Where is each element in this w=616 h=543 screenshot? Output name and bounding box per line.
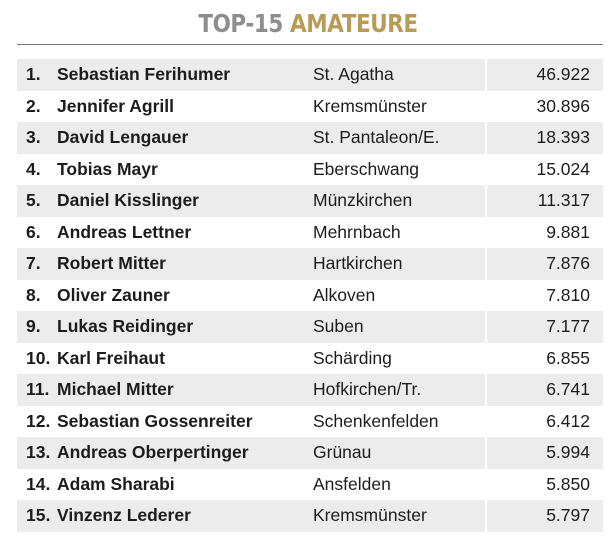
table-row: 6. Andreas Lettner Mehrnbach 9.881: [17, 216, 603, 248]
place-cell: St. Pantaleon/E.: [313, 127, 440, 147]
place-cell: Hartkirchen: [313, 253, 403, 273]
table-row: 12. Sebastian Gossenreiter Schenkenfelden 6…: [17, 405, 603, 437]
table-row: 8. Oliver Zauner Alkoven 7.810: [17, 279, 603, 311]
title-highlight: AMATEURE: [290, 9, 418, 38]
column-divider: [485, 216, 487, 248]
place-cell: St. Agatha: [313, 64, 394, 84]
name-cell: Andreas Oberpertinger: [57, 442, 249, 462]
place-cell: Grünau: [313, 442, 372, 462]
points-cell: 5.850: [546, 473, 590, 494]
rank-cell: 5.: [26, 190, 41, 210]
name-cell: Sebastian Ferihumer: [57, 64, 231, 84]
rank-cell: 14.: [26, 473, 51, 494]
place-cell: Mehrnbach: [313, 221, 401, 242]
points-cell: 7.177: [546, 316, 590, 336]
place-cell: Schärding: [313, 347, 392, 368]
place-cell: Suben: [313, 316, 364, 336]
table-row: 10. Karl Freihaut Schärding 6.855: [17, 342, 603, 374]
table-row: 1. Sebastian Ferihumer St. Agatha 46.922: [17, 59, 603, 91]
name-cell: Tobias Mayr: [57, 158, 158, 179]
rank-cell: 6.: [26, 221, 41, 242]
column-divider: [485, 437, 487, 469]
page-title: TOP-15 AMATEURE: [43, 8, 573, 40]
name-cell: Daniel Kisslinger: [57, 190, 199, 210]
place-cell: Schenkenfelden: [313, 410, 439, 431]
rank-cell: 3.: [26, 127, 41, 147]
name-cell: Andreas Lettner: [57, 221, 192, 242]
name-cell: Karl Freihaut: [57, 347, 165, 368]
column-divider: [485, 311, 487, 343]
column-divider: [485, 374, 487, 406]
column-divider: [485, 342, 487, 374]
name-cell: Adam Sharabi: [57, 473, 175, 494]
column-divider: [485, 500, 487, 532]
place-cell: Alkoven: [313, 284, 376, 305]
table-row: 3. David Lengauer St. Pantaleon/E. 18.393: [17, 122, 603, 154]
place-cell: Kremsmünster: [313, 505, 427, 525]
table-row: 14. Adam Sharabi Ansfelden 5.850: [17, 468, 603, 500]
points-cell: 5.994: [546, 442, 590, 462]
ranking-table: 1. Sebastian Ferihumer St. Agatha 46.922 2. J…: [17, 59, 603, 532]
rank-cell: 2.: [26, 95, 41, 116]
table-row: 15. Vinzenz Lederer Kremsmünster 5.797: [17, 500, 603, 532]
column-divider: [485, 468, 487, 500]
column-divider: [485, 122, 487, 154]
points-cell: 9.881: [546, 221, 590, 242]
name-cell: Sebastian Gossenreiter: [57, 410, 253, 431]
table-row: 13. Andreas Oberpertinger Grünau 5.994: [17, 437, 603, 469]
points-cell: 46.922: [536, 64, 590, 84]
name-cell: Vinzenz Lederer: [57, 505, 191, 525]
name-cell: Oliver Zauner: [57, 284, 170, 305]
rank-cell: 4.: [26, 158, 41, 179]
title-divider: [17, 44, 603, 45]
table-row: 7. Robert Mitter Hartkirchen 7.876: [17, 248, 603, 280]
rank-cell: 1.: [26, 64, 41, 84]
table-row: 5. Daniel Kisslinger Münzkirchen 11.317: [17, 185, 603, 217]
rank-cell: 9.: [26, 316, 41, 336]
rank-cell: 15.: [26, 505, 51, 525]
rank-cell: 11.: [26, 379, 50, 399]
column-divider: [485, 90, 487, 122]
points-cell: 6.855: [546, 347, 590, 368]
column-divider: [485, 279, 487, 311]
points-cell: 7.810: [546, 284, 590, 305]
table-row: 9. Lukas Reidinger Suben 7.177: [17, 311, 603, 343]
points-cell: 30.896: [536, 95, 590, 116]
points-cell: 15.024: [536, 158, 590, 179]
table-row: 2. Jennifer Agrill Kremsmünster 30.896: [17, 90, 603, 122]
column-divider: [485, 59, 487, 91]
column-divider: [485, 248, 487, 280]
points-cell: 18.393: [536, 127, 590, 147]
points-cell: 11.317: [537, 190, 590, 210]
rank-cell: 12.: [26, 410, 51, 431]
table-row: 4. Tobias Mayr Eberschwang 15.024: [17, 153, 603, 185]
column-divider: [485, 153, 487, 185]
place-cell: Ansfelden: [313, 473, 391, 494]
name-cell: David Lengauer: [57, 127, 189, 147]
rank-cell: 7.: [26, 253, 41, 273]
points-cell: 7.876: [546, 253, 590, 273]
column-divider: [485, 185, 487, 217]
points-cell: 6.741: [546, 379, 590, 399]
points-cell: 5.797: [546, 505, 590, 525]
name-cell: Robert Mitter: [57, 253, 166, 273]
name-cell: Michael Mitter: [57, 379, 174, 399]
table-row: 11. Michael Mitter Hofkirchen/Tr. 6.741: [17, 374, 603, 406]
rank-cell: 13.: [26, 442, 51, 462]
place-cell: Hofkirchen/Tr.: [313, 379, 422, 399]
place-cell: Münzkirchen: [313, 190, 413, 210]
name-cell: Jennifer Agrill: [57, 95, 175, 116]
place-cell: Kremsmünster: [313, 95, 427, 116]
column-divider: [485, 405, 487, 437]
title-prefix: TOP-15: [198, 9, 283, 38]
points-cell: 6.412: [546, 410, 590, 431]
rank-cell: 10.: [26, 347, 51, 368]
name-cell: Lukas Reidinger: [57, 316, 194, 336]
rank-cell: 8.: [26, 284, 41, 305]
place-cell: Eberschwang: [313, 158, 420, 179]
